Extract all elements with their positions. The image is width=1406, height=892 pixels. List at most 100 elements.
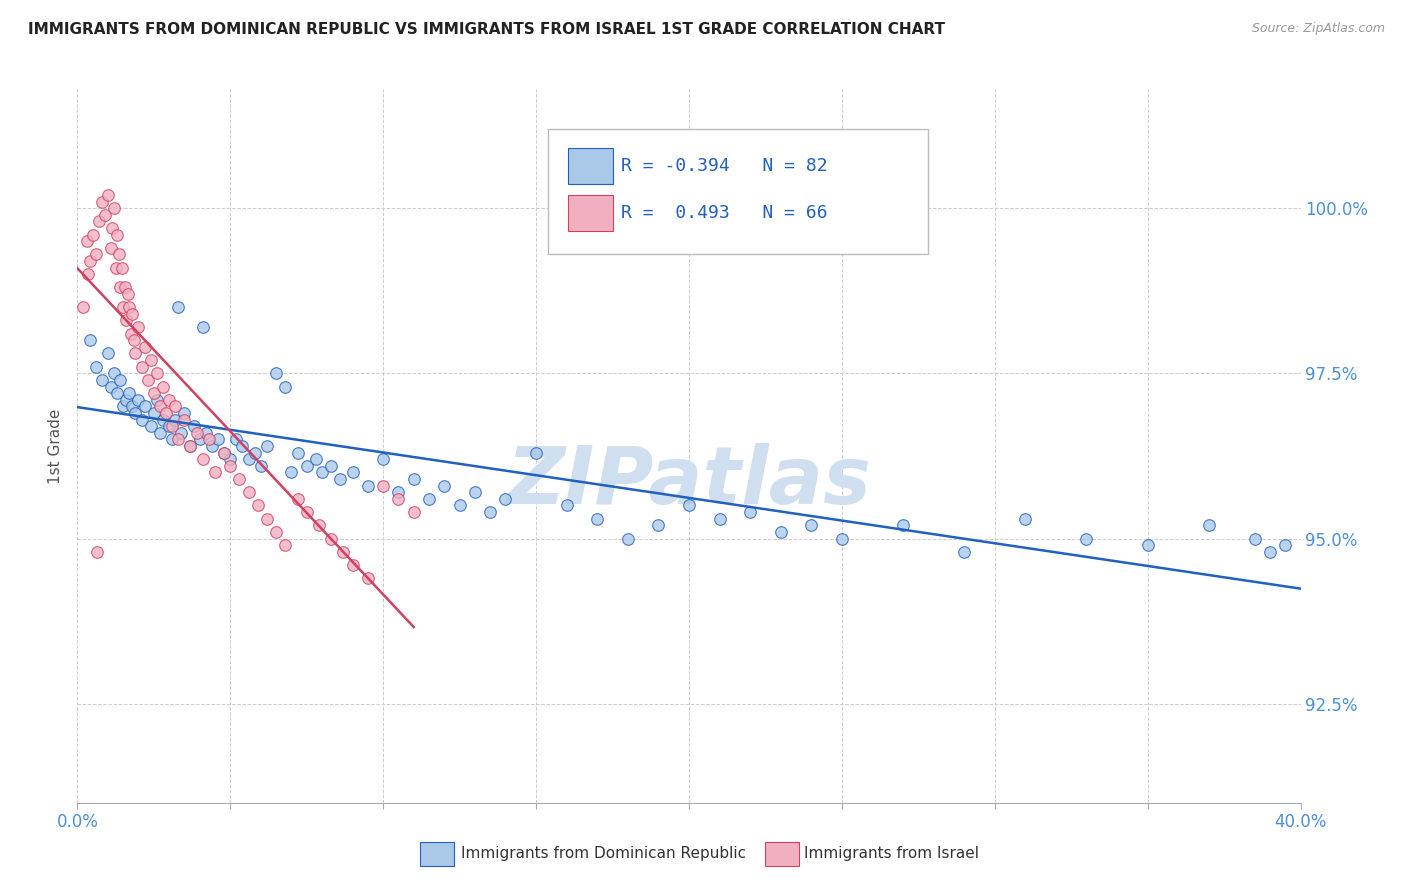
Point <box>86 545 108 559</box>
Point <box>357 478 380 492</box>
Point <box>479 505 502 519</box>
Point <box>108 373 131 387</box>
Point <box>107 247 129 261</box>
Text: Immigrants from Dominican Republic: Immigrants from Dominican Republic <box>461 847 747 861</box>
Point <box>124 406 146 420</box>
Point <box>280 466 302 480</box>
Point <box>387 491 409 506</box>
Point <box>72 300 94 314</box>
Point <box>371 452 394 467</box>
Point <box>264 367 287 381</box>
Point <box>238 485 260 500</box>
Text: ZIPatlas: ZIPatlas <box>506 442 872 521</box>
Point <box>495 491 517 506</box>
Point <box>100 241 122 255</box>
Point <box>100 379 122 393</box>
Point <box>173 412 195 426</box>
Point <box>136 373 159 387</box>
Point <box>329 472 352 486</box>
Point <box>127 320 149 334</box>
Point <box>186 425 208 440</box>
Point <box>321 532 343 546</box>
Point <box>305 452 328 467</box>
Point <box>101 221 124 235</box>
Point <box>82 227 104 242</box>
Point <box>709 511 731 525</box>
Text: Immigrants from Israel: Immigrants from Israel <box>804 847 979 861</box>
Point <box>332 545 354 559</box>
Point <box>157 419 180 434</box>
Text: R =  0.493   N = 66: R = 0.493 N = 66 <box>621 204 828 222</box>
Point <box>246 499 269 513</box>
Point <box>76 234 98 248</box>
Point <box>134 340 156 354</box>
Point <box>287 445 309 459</box>
Point <box>134 400 156 414</box>
Point <box>117 287 139 301</box>
Point <box>617 532 640 546</box>
Point <box>115 392 138 407</box>
Point <box>118 300 141 314</box>
Point <box>79 333 101 347</box>
Point <box>1243 532 1265 546</box>
Point <box>115 313 138 327</box>
Point <box>97 188 120 202</box>
Point <box>124 346 146 360</box>
Point <box>586 511 609 525</box>
Point <box>321 458 343 473</box>
Point <box>212 445 235 459</box>
Point <box>191 452 214 467</box>
Point <box>188 433 211 447</box>
Point <box>167 300 190 314</box>
Point <box>165 412 187 426</box>
Point <box>173 406 195 420</box>
Point <box>831 532 853 546</box>
Point <box>1258 545 1281 559</box>
Point <box>103 201 125 215</box>
Point <box>231 439 253 453</box>
Point <box>800 518 823 533</box>
Point <box>112 400 135 414</box>
Point <box>256 439 278 453</box>
Point <box>111 260 134 275</box>
Point <box>114 280 136 294</box>
Point <box>740 505 762 519</box>
Point <box>105 227 128 242</box>
Point <box>127 392 149 407</box>
Point <box>120 326 142 341</box>
Point <box>108 280 131 294</box>
Point <box>201 439 224 453</box>
Point <box>357 571 380 585</box>
Point <box>464 485 486 500</box>
Point <box>121 307 143 321</box>
Point <box>555 499 578 513</box>
Point <box>121 400 143 414</box>
Point <box>953 545 976 559</box>
Point <box>219 458 242 473</box>
Point <box>250 458 273 473</box>
Point <box>90 373 112 387</box>
Point <box>139 353 162 368</box>
Point <box>131 359 153 374</box>
Point <box>149 425 172 440</box>
Point <box>433 478 456 492</box>
Point <box>225 433 247 447</box>
Point <box>311 466 333 480</box>
Text: R = -0.394   N = 82: R = -0.394 N = 82 <box>621 157 828 175</box>
Point <box>131 412 153 426</box>
Point <box>295 505 318 519</box>
Point <box>1274 538 1296 552</box>
Point <box>238 452 260 467</box>
Point <box>112 300 135 314</box>
Point <box>139 419 162 434</box>
Point <box>204 466 226 480</box>
Point <box>104 260 127 275</box>
Point <box>84 359 107 374</box>
Point <box>122 333 145 347</box>
Point <box>84 247 107 261</box>
Point <box>1014 511 1036 525</box>
Point <box>198 433 221 447</box>
Point <box>179 439 201 453</box>
Point <box>77 267 100 281</box>
Point <box>79 254 101 268</box>
